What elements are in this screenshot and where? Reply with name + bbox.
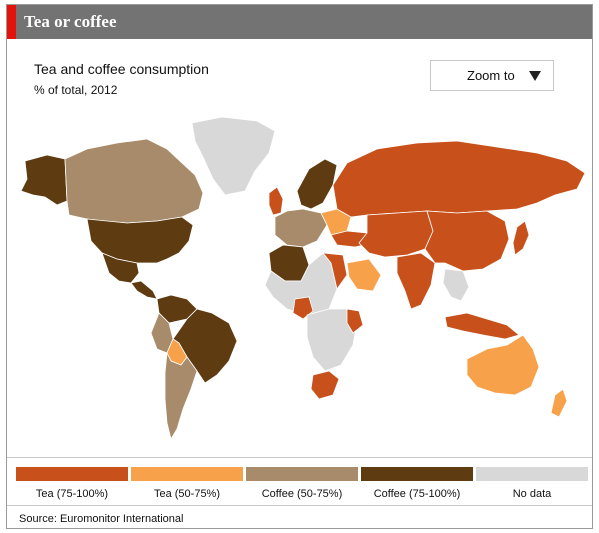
legend-swatch (246, 467, 358, 481)
map-legend: Tea (75-100%) Tea (50-75%) Coffee (50-75… (16, 467, 588, 507)
legend-item-coffee-mid: Coffee (50-75%) (246, 467, 358, 500)
source-note: Source: Euromonitor International (19, 513, 184, 525)
region-southeast-asia[interactable] (442, 268, 470, 302)
zoom-dropdown[interactable]: Zoom to (430, 60, 554, 91)
region-egypt[interactable] (322, 252, 348, 290)
region-china[interactable] (424, 210, 510, 272)
panel-title: Tea or coffee (24, 12, 117, 31)
region-uk-ireland[interactable] (268, 186, 284, 216)
legend-item-tea-high: Tea (75-100%) (16, 467, 128, 500)
region-canada[interactable] (64, 138, 204, 224)
zoom-label: Zoom to (467, 68, 515, 83)
region-western-europe[interactable] (274, 208, 328, 248)
map-panel: Tea or coffee Tea and coffee consumption… (6, 4, 593, 529)
panel-header: Tea or coffee (7, 5, 592, 39)
region-new-zealand[interactable] (550, 388, 568, 418)
triangle-down-icon (529, 71, 541, 81)
legend-swatch (16, 467, 128, 481)
region-india[interactable] (396, 252, 436, 310)
legend-item-coffee-high: Coffee (75-100%) (361, 467, 473, 500)
region-central-asia[interactable] (358, 210, 434, 258)
legend-swatch (476, 467, 588, 481)
legend-swatch (361, 467, 473, 481)
legend-swatch (131, 467, 243, 481)
region-central-america[interactable] (130, 280, 158, 300)
region-indonesia[interactable] (444, 312, 520, 340)
region-south-africa[interactable] (310, 370, 340, 400)
map-title: Tea and coffee consumption (34, 61, 209, 77)
region-australia[interactable] (466, 334, 540, 396)
region-scandinavia[interactable] (296, 158, 338, 210)
header-accent-bar (7, 5, 16, 39)
legend-label: Tea (75-100%) (35, 488, 109, 500)
region-russia[interactable] (332, 140, 586, 218)
legend-item-tea-mid: Tea (50-75%) (131, 467, 243, 500)
legend-item-no-data: No data (476, 467, 588, 500)
legend-label: Coffee (50-75%) (261, 488, 343, 500)
region-central-africa[interactable] (306, 308, 358, 372)
region-mexico[interactable] (101, 252, 140, 284)
legend-label: Tea (50-75%) (153, 488, 221, 500)
region-japan[interactable] (512, 220, 530, 256)
legend-divider-top (7, 457, 592, 458)
region-kenya[interactable] (346, 308, 364, 334)
world-map (20, 116, 586, 441)
region-saudi-arabia[interactable] (346, 258, 382, 292)
legend-label: Coffee (75-100%) (373, 488, 461, 500)
legend-divider-bottom (7, 505, 592, 506)
region-greenland[interactable] (191, 116, 276, 196)
map-subtitle: % of total, 2012 (34, 83, 118, 97)
region-alaska[interactable] (20, 154, 68, 206)
legend-label: No data (512, 488, 552, 500)
region-argentina-chile[interactable] (164, 351, 198, 441)
